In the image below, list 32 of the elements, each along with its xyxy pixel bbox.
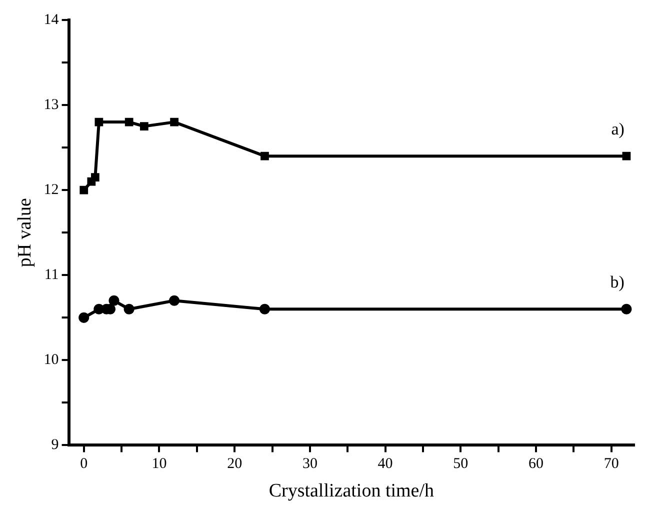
x-axis-title: Crystallization time/h	[268, 480, 434, 502]
x-tick-label: 0	[80, 456, 88, 472]
point	[140, 122, 148, 130]
point	[94, 118, 104, 126]
series-label: b)	[610, 272, 624, 292]
point	[78, 312, 90, 323]
x-tick-label: 20	[227, 456, 242, 472]
y-axis-title: pH value	[14, 198, 36, 268]
x-tick-label: 40	[378, 456, 393, 472]
point	[108, 295, 120, 306]
point	[260, 152, 269, 160]
y-tick-label: 10	[44, 352, 59, 368]
y-tick-label: 11	[44, 267, 59, 284]
y-tick-label: 9	[51, 437, 59, 454]
x-tick-label: 70	[604, 456, 619, 472]
y-tick-label: 14	[44, 12, 60, 28]
x-tick-label: 30	[302, 456, 318, 472]
x-tick-label: 60	[528, 456, 544, 472]
point	[259, 304, 270, 314]
point	[169, 295, 180, 306]
point	[124, 118, 134, 126]
point	[124, 304, 134, 314]
x-tick-label: 10	[152, 456, 167, 472]
point	[80, 186, 88, 194]
point	[621, 304, 632, 314]
point	[90, 173, 100, 182]
y-tick-label: 13	[44, 96, 59, 113]
point	[622, 152, 631, 160]
y-tick-label: 12	[44, 182, 59, 198]
x-tick-label: 50	[453, 456, 468, 472]
point	[170, 118, 178, 126]
series-label: a)	[611, 120, 624, 139]
